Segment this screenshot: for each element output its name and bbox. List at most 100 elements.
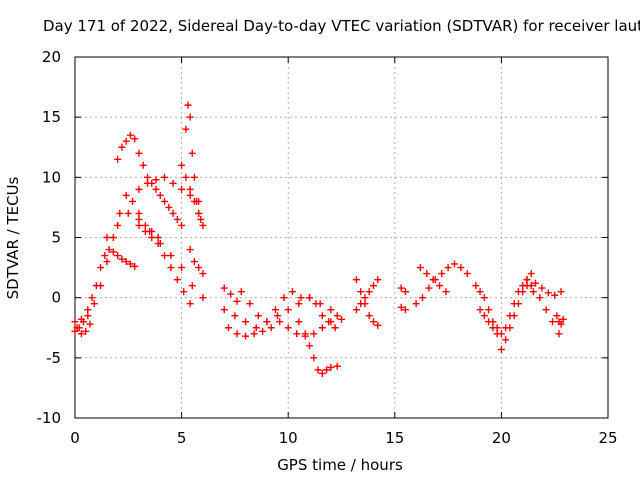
data-point (369, 318, 377, 326)
data-point (237, 288, 245, 296)
data-point (131, 135, 139, 143)
data-point (510, 312, 518, 320)
data-point (312, 300, 320, 308)
series-arc-27 (532, 279, 565, 299)
tick-labels-layer: 0 5 10 15 20 25 -10 -5 0 5 10 15 20 (37, 48, 618, 447)
data-point (97, 282, 105, 290)
data-point (197, 215, 205, 223)
data-point (169, 209, 177, 217)
data-point (557, 320, 565, 328)
data-point (190, 173, 198, 181)
data-point (152, 185, 160, 193)
data-point (527, 270, 535, 278)
series-arc-13 (237, 288, 305, 326)
data-point (165, 203, 173, 211)
data-point (141, 221, 149, 229)
data-point (288, 288, 296, 296)
data-point (152, 176, 160, 184)
series-arc-6 (135, 173, 203, 205)
data-point (195, 209, 203, 217)
y-tick-label: 10 (42, 168, 61, 186)
data-point (82, 327, 90, 335)
series-arc-10 (186, 246, 207, 278)
data-point (489, 324, 497, 332)
data-point (73, 324, 81, 332)
series-arc-16 (220, 284, 241, 305)
data-point (148, 234, 156, 241)
data-point (122, 191, 130, 199)
data-point (186, 191, 194, 199)
data-point (227, 290, 235, 298)
data-point (86, 320, 94, 328)
y-tick-label: 20 (42, 48, 61, 66)
data-point (103, 234, 111, 241)
data-point (401, 288, 409, 296)
data-point (124, 209, 132, 217)
data-point (293, 330, 301, 338)
data-point (397, 303, 405, 311)
data-point (141, 227, 149, 235)
data-point (419, 294, 427, 302)
x-tick-label: 25 (598, 429, 617, 447)
data-point (246, 300, 254, 308)
data-point (529, 288, 537, 296)
data-point (182, 173, 190, 181)
data-point (295, 318, 303, 326)
data-point (169, 179, 177, 187)
x-tick-label: 0 (70, 429, 80, 447)
data-point (139, 161, 147, 169)
series-arc-25 (497, 270, 535, 353)
x-tick-label: 10 (279, 429, 298, 447)
data-point (338, 315, 345, 323)
series-arc-15 (306, 294, 345, 332)
data-point (357, 288, 365, 296)
data-point (161, 197, 169, 205)
data-point (401, 306, 409, 314)
series-arc-26 (523, 282, 563, 338)
data-point (310, 354, 318, 362)
data-point (122, 137, 130, 145)
data-point (84, 312, 92, 320)
data-point (369, 282, 377, 290)
data-point (352, 306, 360, 314)
data-point (480, 312, 488, 320)
data-point (463, 270, 471, 278)
data-point (442, 288, 450, 296)
data-point (297, 294, 305, 302)
data-point (331, 324, 339, 332)
data-point (109, 234, 117, 241)
data-point (126, 131, 134, 139)
data-point (114, 252, 122, 260)
data-point (310, 330, 318, 338)
series-arc-20 (397, 303, 409, 314)
data-point (71, 318, 79, 326)
data-point (306, 294, 314, 302)
data-point (161, 252, 169, 260)
data-point (416, 264, 424, 272)
series-arc-21 (412, 260, 471, 308)
data-point (333, 312, 341, 320)
data-point (325, 318, 333, 326)
ticks-layer (74, 56, 609, 419)
data-point (365, 288, 373, 296)
data-point (523, 282, 531, 290)
data-point (284, 306, 292, 314)
data-point (444, 264, 452, 272)
data-point (186, 185, 194, 193)
data-point (323, 366, 331, 374)
data-point (114, 155, 122, 163)
data-point (274, 312, 282, 320)
data-point (135, 221, 143, 229)
data-point (318, 312, 326, 320)
data-point (109, 248, 117, 256)
series-arc-24 (476, 306, 501, 338)
data-point (143, 173, 151, 181)
data-point (333, 362, 341, 370)
data-point (252, 324, 260, 332)
data-point (542, 306, 550, 314)
data-point (135, 185, 143, 193)
data-point (103, 258, 111, 266)
data-point (156, 191, 164, 199)
data-point (357, 300, 365, 308)
data-point (271, 306, 279, 314)
